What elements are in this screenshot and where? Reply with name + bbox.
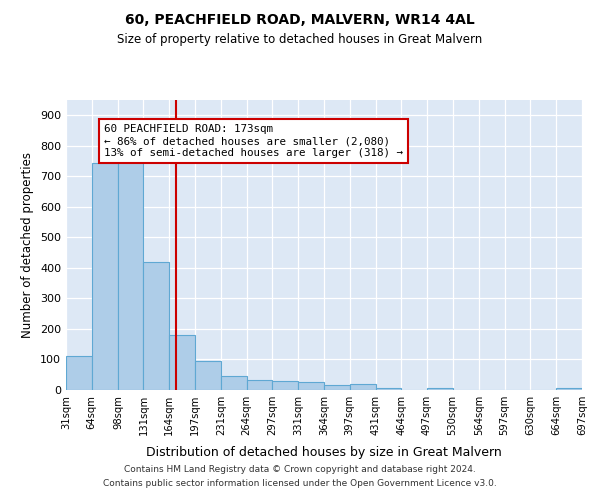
Text: 60, PEACHFIELD ROAD, MALVERN, WR14 4AL: 60, PEACHFIELD ROAD, MALVERN, WR14 4AL — [125, 12, 475, 26]
Text: 60 PEACHFIELD ROAD: 173sqm
← 86% of detached houses are smaller (2,080)
13% of s: 60 PEACHFIELD ROAD: 173sqm ← 86% of deta… — [104, 124, 403, 158]
Bar — [324, 385, 350, 390]
Y-axis label: Number of detached properties: Number of detached properties — [22, 152, 34, 338]
Bar — [66, 356, 92, 390]
Bar — [92, 163, 118, 390]
Bar — [272, 381, 298, 390]
Text: Size of property relative to detached houses in Great Malvern: Size of property relative to detached ho… — [118, 32, 482, 46]
Bar — [143, 262, 169, 390]
Bar — [247, 380, 272, 390]
Bar — [298, 382, 324, 390]
Bar — [169, 335, 194, 390]
Bar — [118, 162, 143, 390]
Bar — [221, 376, 247, 390]
Bar — [194, 360, 221, 390]
Bar — [376, 388, 401, 390]
Bar — [350, 384, 376, 390]
Text: Contains HM Land Registry data © Crown copyright and database right 2024.
Contai: Contains HM Land Registry data © Crown c… — [103, 466, 497, 487]
Bar — [556, 388, 582, 390]
Bar — [427, 388, 452, 390]
X-axis label: Distribution of detached houses by size in Great Malvern: Distribution of detached houses by size … — [146, 446, 502, 460]
